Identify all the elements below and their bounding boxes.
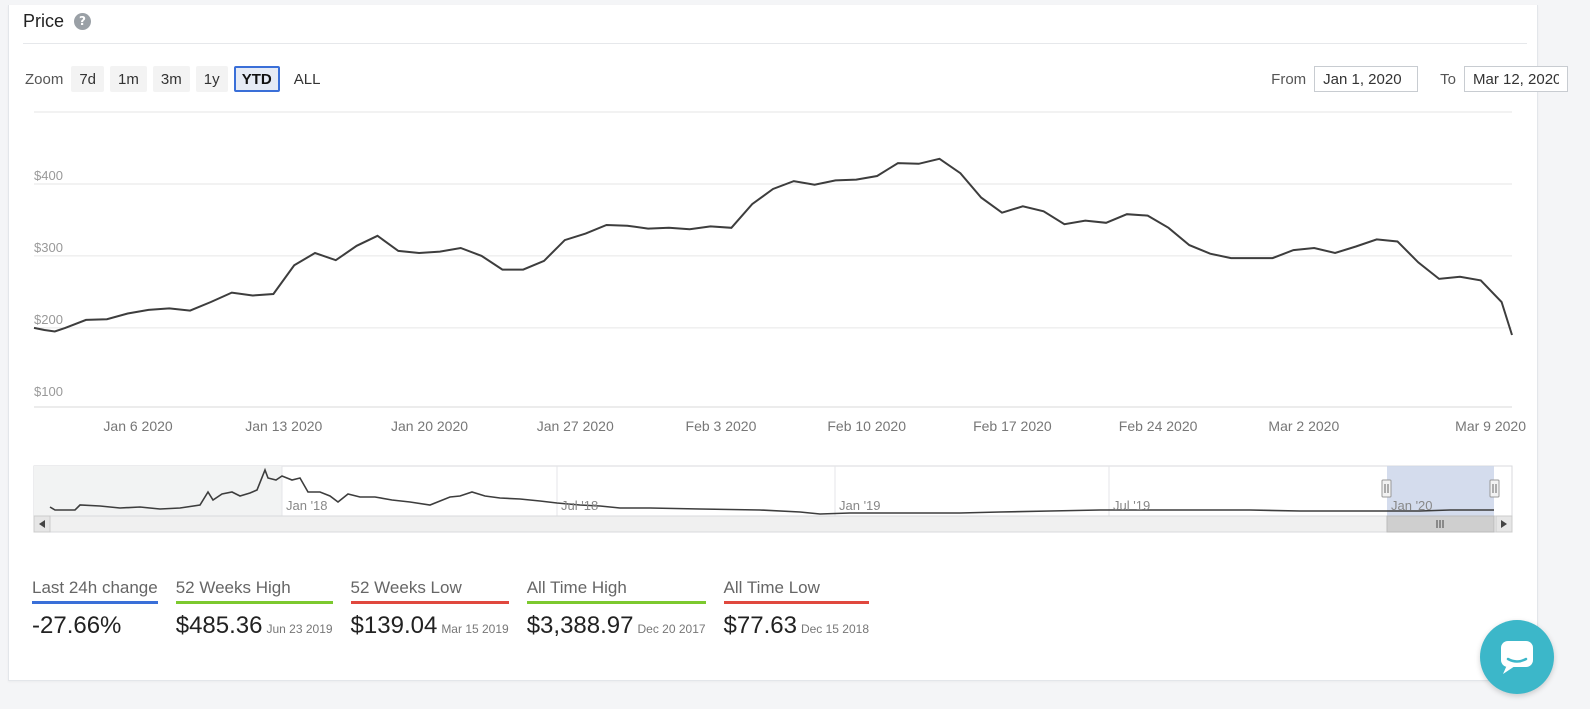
x-tick-label: Feb 10 2020 xyxy=(827,418,906,434)
navigator-label: Jul '19 xyxy=(1113,498,1150,513)
y-axis-ticks: $100 $200 $300 $400 xyxy=(34,168,63,399)
stat-label: All Time High xyxy=(526,578,706,604)
zoom-1m-button[interactable]: 1m xyxy=(110,66,147,92)
stat-value: $485.36 xyxy=(175,612,263,639)
navigator-label: Jan '20 xyxy=(1391,498,1433,513)
x-tick-label: Jan 27 2020 xyxy=(537,418,614,434)
x-tick-label: Jan 6 2020 xyxy=(103,418,172,434)
to-label: To xyxy=(1440,70,1456,88)
stat-label: 52 Weeks High xyxy=(175,578,333,604)
navigator-selection[interactable] xyxy=(1387,466,1494,516)
zoom-3m-button[interactable]: 3m xyxy=(152,66,190,92)
title-divider xyxy=(23,43,1527,44)
stat-date: Jun 23 2019 xyxy=(266,622,333,636)
scrollbar-track[interactable] xyxy=(33,515,1513,533)
price-stats: Last 24h change -27.66% 52 Weeks High $4… xyxy=(32,578,870,640)
stat-label: All Time Low xyxy=(723,578,870,604)
from-date-input[interactable] xyxy=(1314,66,1419,92)
stat-label: 52 Weeks Low xyxy=(350,578,509,604)
help-icon[interactable]: ? xyxy=(74,12,92,30)
y-tick-label: $300 xyxy=(34,240,63,255)
x-tick-label: Mar 2 2020 xyxy=(1268,418,1339,434)
x-tick-label: Feb 24 2020 xyxy=(1119,418,1198,434)
grid-lines xyxy=(34,111,1512,408)
stat-date: Mar 15 2019 xyxy=(441,622,509,636)
navigator-right-handle[interactable] xyxy=(1489,479,1500,498)
x-tick-label: Jan 20 2020 xyxy=(391,418,468,434)
stat-value: -27.66% xyxy=(32,612,122,639)
zoom-ytd-button[interactable]: YTD xyxy=(233,66,280,92)
stat-date: Dec 15 2018 xyxy=(800,622,870,636)
stat-date: Dec 20 2017 xyxy=(637,622,706,636)
x-tick-label: Feb 3 2020 xyxy=(686,418,757,434)
navigator-label: Jan '19 xyxy=(839,498,881,513)
zoom-label: Zoom xyxy=(25,70,64,88)
x-axis-ticks: Jan 6 2020 Jan 13 2020 Jan 20 2020 Jan 27 2… xyxy=(103,418,1526,434)
navigator-series-line xyxy=(49,467,1494,515)
navigator-shade xyxy=(34,466,282,516)
stat-value: $139.04 xyxy=(350,612,438,639)
zoom-7d-button[interactable]: 7d xyxy=(71,66,105,92)
from-label: From xyxy=(1271,70,1307,88)
stat-all-time-low: All Time Low $77.63 Dec 15 2018 xyxy=(723,578,870,640)
x-tick-label: Feb 17 2020 xyxy=(973,418,1052,434)
stat-last-24h: Last 24h change -27.66% xyxy=(32,578,158,640)
stat-label: Last 24h change xyxy=(32,578,158,604)
navigator-label: Jan '18 xyxy=(286,498,328,513)
stat-52w-high: 52 Weeks High $485.36 Jun 23 2019 xyxy=(175,578,333,640)
navigator-scrollbar[interactable] xyxy=(33,515,1513,533)
price-card: Price ? xyxy=(8,5,1538,681)
y-tick-label: $100 xyxy=(34,384,63,399)
navigator: Jan '18 Jul '18 Jan '19 Jul '19 Jan '20 xyxy=(33,465,1513,517)
zoom-1y-button[interactable]: 1y xyxy=(195,66,228,92)
navigator-label: Jul '18 xyxy=(561,498,598,513)
chat-bubble-icon xyxy=(1501,641,1533,674)
chat-button[interactable] xyxy=(1480,620,1554,694)
chevron-right-icon xyxy=(1501,520,1507,528)
x-tick-label: Jan 13 2020 xyxy=(245,418,322,434)
stat-value: $3,388.97 xyxy=(526,612,634,639)
price-series-line xyxy=(33,157,1513,336)
title-row: Price ? xyxy=(23,7,92,35)
stat-all-time-high: All Time High $3,388.97 Dec 20 2017 xyxy=(526,578,706,640)
zoom-all-button[interactable]: ALL xyxy=(293,70,321,88)
chevron-left-icon xyxy=(39,520,45,528)
to-date-input[interactable] xyxy=(1464,66,1568,92)
zoom-controls: Zoom 7d 1m 3m 1y YTD ALL xyxy=(25,64,328,94)
y-tick-label: $200 xyxy=(34,312,63,327)
stat-52w-low: 52 Weeks Low $139.04 Mar 15 2019 xyxy=(350,578,509,640)
x-tick-label: Mar 9 2020 xyxy=(1455,418,1526,434)
y-tick-label: $400 xyxy=(34,168,63,183)
page-title: Price xyxy=(23,10,65,31)
stat-value: $77.63 xyxy=(723,612,797,639)
navigator-left-handle[interactable] xyxy=(1381,479,1392,498)
date-range: From To xyxy=(1257,64,1568,94)
